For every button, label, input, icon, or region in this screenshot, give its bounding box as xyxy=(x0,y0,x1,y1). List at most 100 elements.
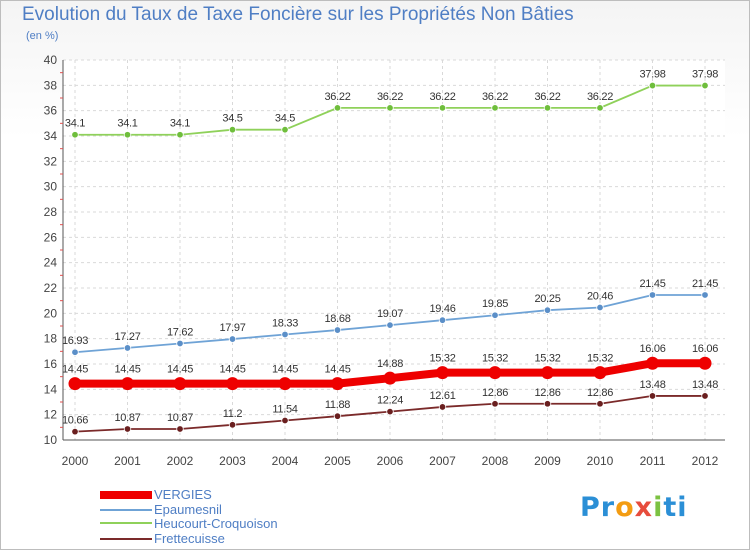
y-tick-label: 22 xyxy=(44,281,58,295)
y-tick-label: 40 xyxy=(44,53,58,67)
data-label: 19.46 xyxy=(429,303,455,315)
data-point xyxy=(71,131,79,139)
data-label: 11.88 xyxy=(325,399,350,411)
legend-swatch-frettecuisse xyxy=(100,538,152,540)
data-point xyxy=(386,104,394,112)
data-point xyxy=(436,366,449,380)
data-label: 21.45 xyxy=(692,278,718,290)
data-point xyxy=(543,306,552,314)
data-label: 34.5 xyxy=(275,113,295,125)
y-tick-label: 12 xyxy=(44,408,58,422)
data-point xyxy=(278,377,292,391)
data-point xyxy=(596,400,604,408)
x-tick-label: 2010 xyxy=(587,454,614,468)
x-tick-label: 2001 xyxy=(114,454,141,468)
data-point xyxy=(123,344,132,352)
data-point xyxy=(701,291,709,299)
data-point xyxy=(648,81,657,90)
data-point xyxy=(698,356,712,370)
y-tick-label: 32 xyxy=(44,154,58,168)
data-point xyxy=(121,377,134,391)
data-point xyxy=(596,104,604,112)
data-point xyxy=(438,316,447,324)
data-label: 14.45 xyxy=(62,364,88,376)
data-label: 11.2 xyxy=(223,408,243,420)
data-point xyxy=(596,303,604,312)
data-label: 11.54 xyxy=(272,403,297,415)
data-label: 19.07 xyxy=(377,308,403,320)
legend-swatch-epaumesnil xyxy=(100,509,152,511)
data-point xyxy=(333,104,342,112)
data-point xyxy=(386,407,394,416)
legend-swatch-heucourt xyxy=(100,522,152,524)
data-point xyxy=(648,291,657,299)
data-point xyxy=(543,400,552,408)
data-point xyxy=(491,311,499,319)
x-tick-label: 2011 xyxy=(640,454,666,468)
data-point xyxy=(71,348,79,356)
data-label: 13.48 xyxy=(692,379,718,391)
data-point xyxy=(176,131,184,139)
data-label: 34.1 xyxy=(170,118,190,130)
y-tick-label: 26 xyxy=(44,230,58,244)
y-tick-label: 28 xyxy=(44,205,58,219)
y-tick-label: 16 xyxy=(44,357,58,371)
y-tick-label: 24 xyxy=(44,256,58,270)
data-label: 34.1 xyxy=(117,118,137,130)
x-tick-label: 2002 xyxy=(167,454,194,468)
data-label: 10.66 xyxy=(62,415,88,427)
y-tick-label: 36 xyxy=(44,104,58,118)
data-point xyxy=(541,366,554,380)
legend-label-heucourt: Heucourt-Croquoison xyxy=(154,516,278,531)
data-point xyxy=(491,400,499,408)
legend-label-frettecuisse: Frettecuisse xyxy=(154,531,225,546)
legend-swatch-vergies xyxy=(100,491,152,499)
data-point xyxy=(333,412,342,420)
data-point xyxy=(228,421,237,429)
data-point xyxy=(123,131,132,139)
data-point xyxy=(281,125,289,134)
data-label: 14.45 xyxy=(219,364,245,376)
data-label: 36.22 xyxy=(534,91,560,103)
y-tick-label: 14 xyxy=(44,382,58,396)
y-tick-label: 18 xyxy=(44,332,58,346)
data-point xyxy=(281,416,289,425)
data-label: 36.22 xyxy=(429,91,455,103)
data-point xyxy=(281,330,289,339)
data-label: 14.45 xyxy=(167,364,193,376)
data-label: 13.48 xyxy=(639,379,665,391)
data-point xyxy=(701,392,709,400)
data-label: 15.32 xyxy=(482,353,508,365)
y-axis-unit: (en %) xyxy=(26,30,59,42)
x-tick-label: 2007 xyxy=(429,454,456,468)
data-point xyxy=(333,326,342,334)
data-label: 17.62 xyxy=(167,326,193,338)
data-label: 10.87 xyxy=(167,412,193,424)
data-label: 37.98 xyxy=(692,69,718,81)
data-label: 21.45 xyxy=(639,278,665,290)
data-point xyxy=(383,371,397,385)
data-label: 18.68 xyxy=(324,313,350,325)
data-point xyxy=(438,403,447,411)
data-label: 12.61 xyxy=(429,390,455,402)
data-label: 15.32 xyxy=(534,353,560,365)
data-point xyxy=(173,377,187,391)
data-label: 14.45 xyxy=(114,364,140,376)
data-point xyxy=(488,366,502,380)
x-tick-label: 2012 xyxy=(692,454,719,468)
x-tick-label: 2006 xyxy=(377,454,404,468)
data-label: 18.33 xyxy=(272,317,298,329)
data-label: 19.85 xyxy=(482,298,508,310)
data-point xyxy=(543,104,552,112)
data-label: 36.22 xyxy=(377,91,403,103)
data-point xyxy=(386,321,394,329)
data-label: 36.22 xyxy=(587,91,613,103)
x-tick-label: 2005 xyxy=(324,454,351,468)
data-point xyxy=(438,104,447,112)
y-tick-label: 10 xyxy=(44,433,58,447)
y-tick-label: 30 xyxy=(44,180,58,194)
data-label: 37.98 xyxy=(639,69,665,81)
x-tick-label: 2000 xyxy=(62,454,89,468)
data-label: 16.06 xyxy=(692,343,718,355)
